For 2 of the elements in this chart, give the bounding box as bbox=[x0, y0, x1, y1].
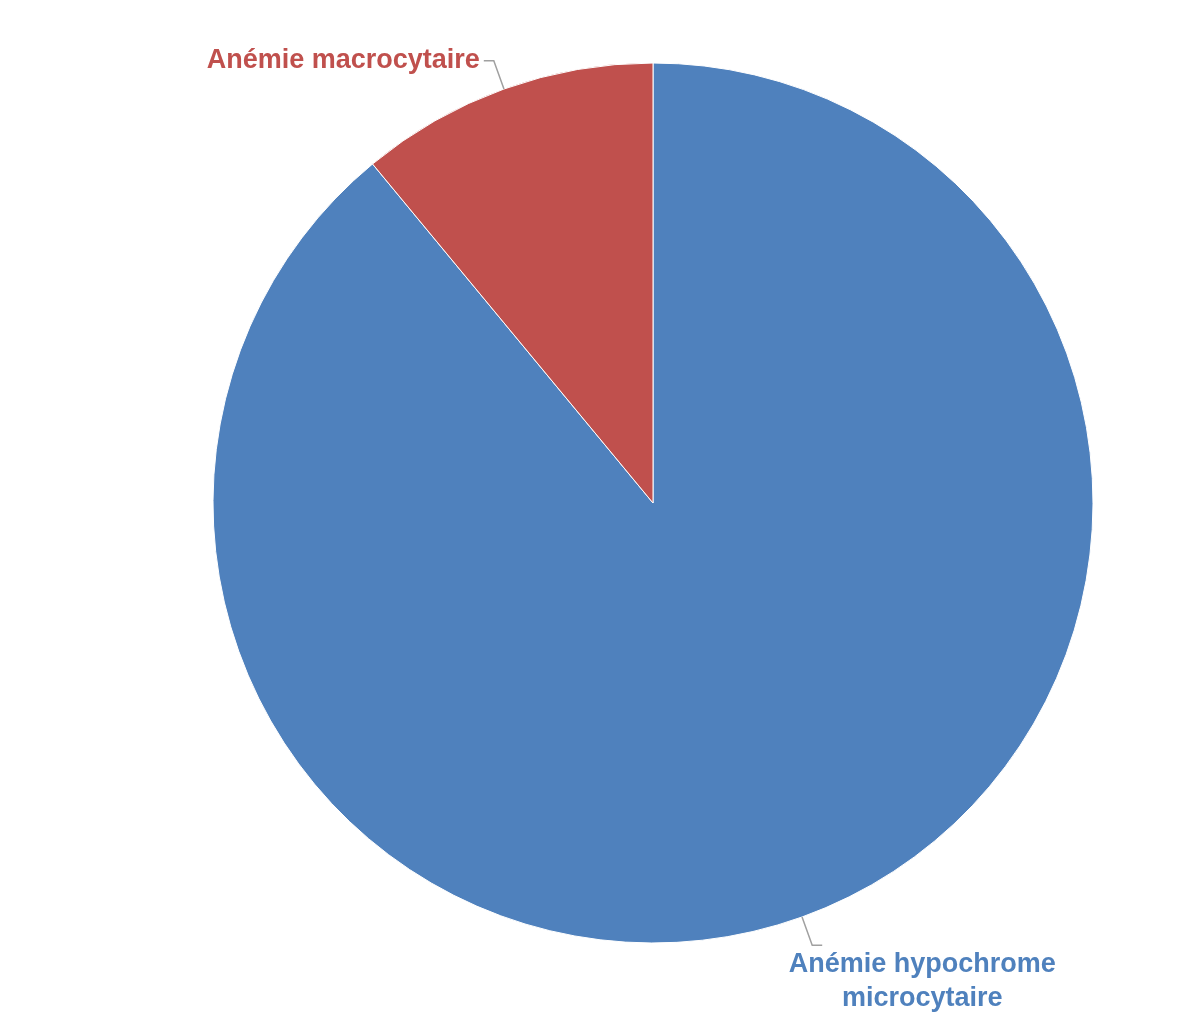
slice-label: Anémie hypochrome microcytaire bbox=[788, 948, 1056, 1013]
slice-label: Anémie macrocytaire bbox=[206, 43, 480, 74]
